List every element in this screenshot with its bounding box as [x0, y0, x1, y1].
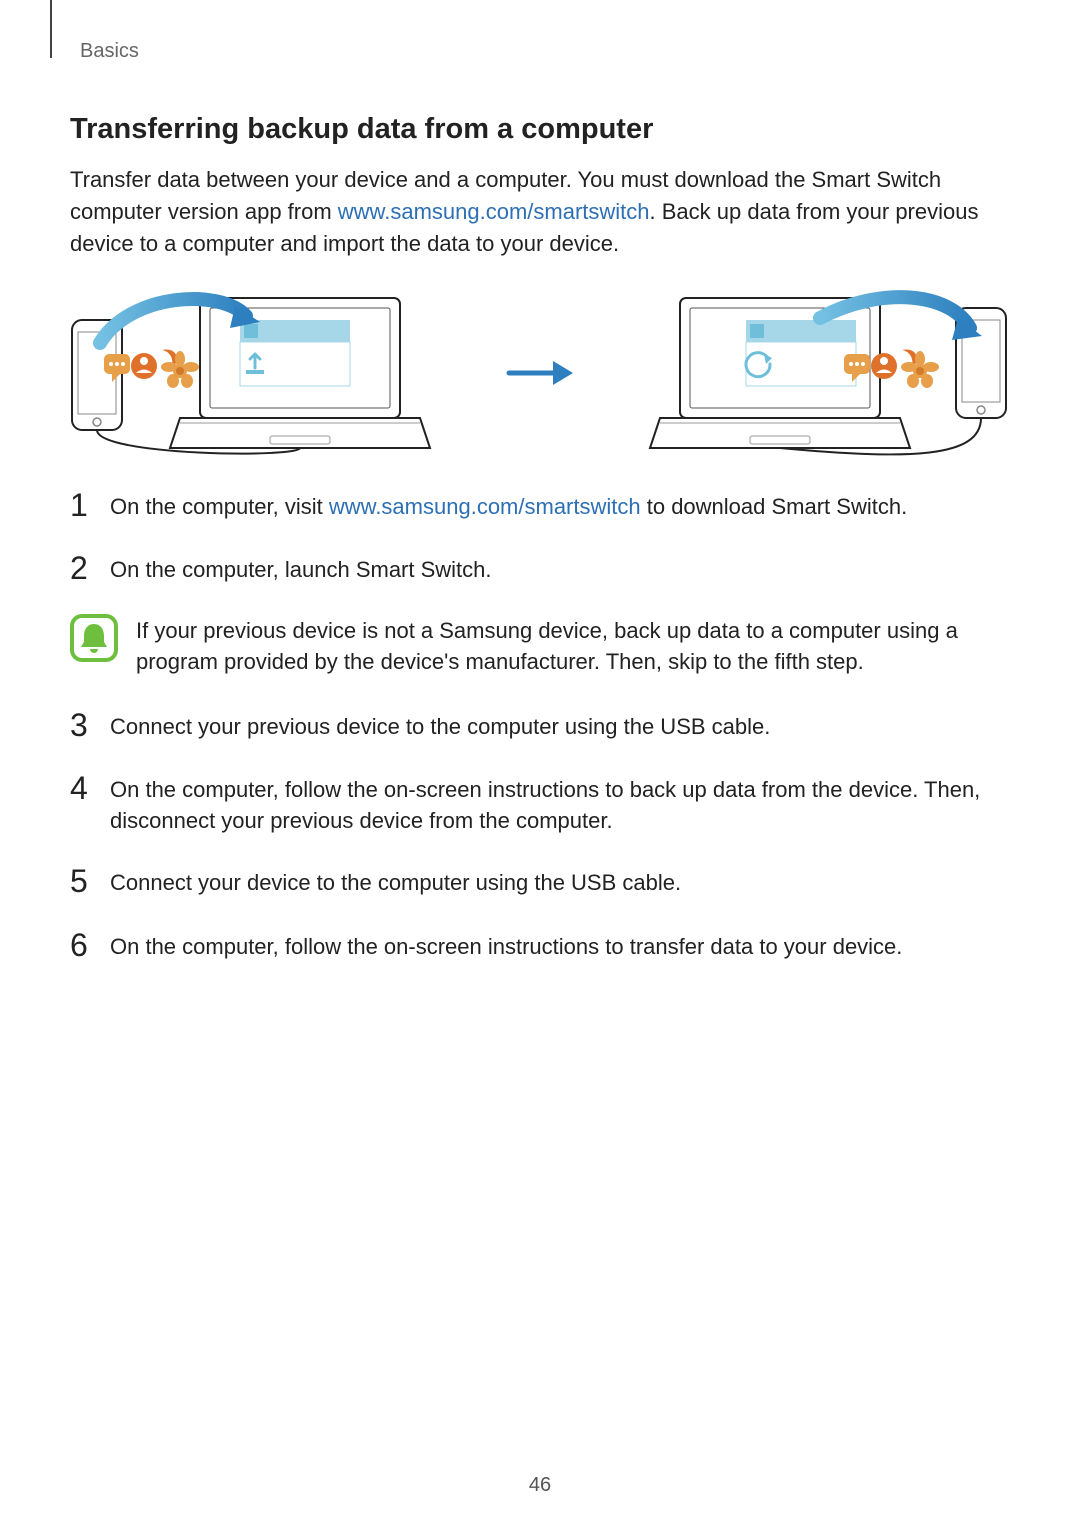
note-callout: If your previous device is not a Samsung… — [70, 614, 1010, 678]
intro-paragraph: Transfer data between your device and a … — [70, 164, 1010, 260]
steps-list: 1 On the computer, visit www.samsung.com… — [70, 488, 1010, 963]
step-1-post: to download Smart Switch. — [641, 494, 908, 519]
step-number: 6 — [70, 928, 110, 963]
step-5: 5 Connect your device to the computer us… — [70, 864, 1010, 899]
step-6: 6 On the computer, follow the on-screen … — [70, 928, 1010, 963]
intro-link[interactable]: www.samsung.com/smartswitch — [338, 199, 650, 224]
step-text: On the computer, visit www.samsung.com/s… — [110, 488, 907, 523]
arrow-right-icon — [505, 353, 575, 393]
page-number: 46 — [0, 1474, 1080, 1497]
step-1: 1 On the computer, visit www.samsung.com… — [70, 488, 1010, 523]
step-text: Connect your previous device to the comp… — [110, 708, 770, 743]
step-number: 5 — [70, 864, 110, 899]
step-text: On the computer, follow the on-screen in… — [110, 771, 1010, 837]
step-2: 2 On the computer, launch Smart Switch. — [70, 551, 1010, 586]
breadcrumb: Basics — [80, 40, 1010, 63]
step-number: 1 — [70, 488, 110, 523]
diagram-scene-restore — [650, 288, 1010, 458]
laptop-icon — [650, 298, 910, 448]
step-1-link[interactable]: www.samsung.com/smartswitch — [329, 494, 641, 519]
section-title: Transferring backup data from a computer — [70, 113, 1010, 146]
step-text: On the computer, launch Smart Switch. — [110, 551, 492, 586]
step-number: 2 — [70, 551, 110, 586]
laptop-icon — [170, 298, 430, 448]
step-3: 3 Connect your previous device to the co… — [70, 708, 1010, 743]
step-text: Connect your device to the computer usin… — [110, 864, 681, 899]
step-text: On the computer, follow the on-screen in… — [110, 928, 902, 963]
step-number: 4 — [70, 771, 110, 806]
step-1-pre: On the computer, visit — [110, 494, 329, 519]
step-number: 3 — [70, 708, 110, 743]
note-bell-icon — [70, 614, 118, 662]
step-4: 4 On the computer, follow the on-screen … — [70, 771, 1010, 837]
note-text: If your previous device is not a Samsung… — [136, 614, 1010, 678]
diagram-scene-upload — [70, 288, 430, 458]
diagram-row — [70, 288, 1010, 458]
header-rule — [50, 0, 52, 58]
page: Basics Transferring backup data from a c… — [0, 0, 1080, 1527]
